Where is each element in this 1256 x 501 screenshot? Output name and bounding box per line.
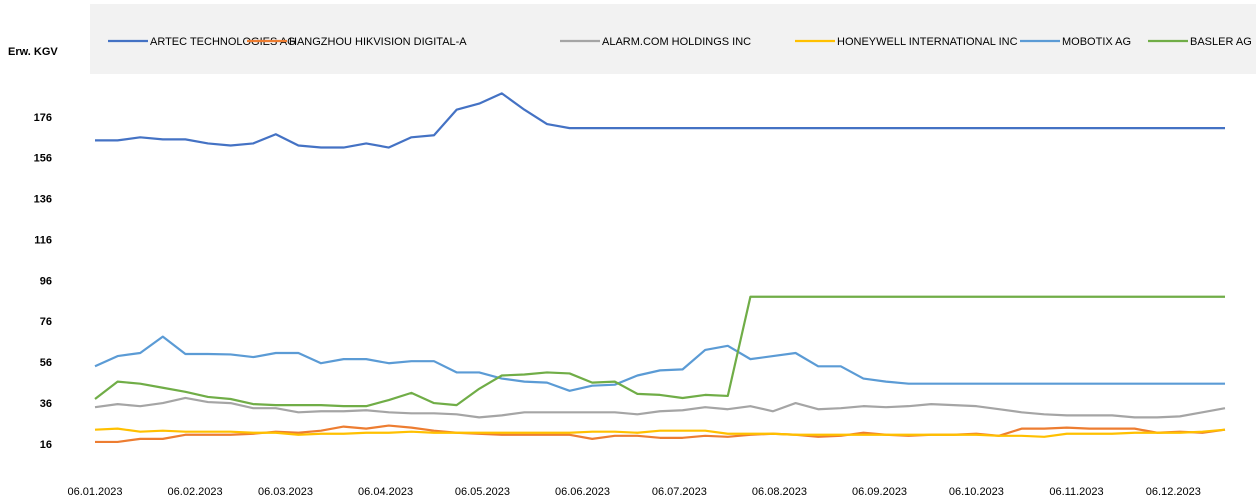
- series-line: [94, 427, 1226, 438]
- y-tick-label: 116: [34, 234, 52, 246]
- x-tick-label: 06.10.2023: [949, 486, 1004, 498]
- x-tick-label: 06.11.2023: [1049, 486, 1103, 498]
- x-tick-label: 06.03.2023: [258, 486, 313, 498]
- legend-label: HONEYWELL INTERNATIONAL INC: [837, 36, 1018, 48]
- x-tick-label: 06.05.2023: [455, 486, 510, 498]
- legend-label: HANGZHOU HIKVISION DIGITAL-A: [289, 36, 467, 48]
- y-tick-label: 156: [34, 153, 52, 165]
- x-tick-label: 06.06.2023: [555, 486, 610, 498]
- series-line: [95, 424, 1226, 444]
- legend-label: ALARM.COM HOLDINGS INC: [602, 36, 751, 48]
- series-line: [94, 335, 1225, 392]
- y-tick-label: 136: [34, 194, 52, 206]
- x-tick-label: 06.09.2023: [852, 486, 907, 498]
- y-tick-label: 16: [40, 439, 52, 451]
- y-axis-title: Erw. KGV: [8, 46, 58, 58]
- y-tick-label: 76: [40, 316, 52, 328]
- legend-band: [90, 4, 1256, 74]
- y-tick-label: 176: [34, 112, 52, 124]
- series-line: [94, 396, 1226, 419]
- y-tick-label: 96: [40, 275, 52, 287]
- x-tick-label: 06.04.2023: [358, 486, 413, 498]
- legend-label: BASLER AG: [1190, 36, 1252, 48]
- legend-label: ARTEC TECHNOLOGIES AG: [150, 36, 296, 48]
- y-tick-label: 36: [40, 398, 52, 410]
- series-line: [94, 295, 1225, 408]
- x-tick-label: 06.12.2023: [1146, 486, 1201, 498]
- x-tick-label: 06.07.2023: [652, 486, 707, 498]
- x-tick-label: 06.01.2023: [67, 486, 122, 498]
- y-tick-label: 56: [40, 357, 52, 369]
- legend-label: MOBOTIX AG: [1062, 36, 1131, 48]
- x-tick-label: 06.08.2023: [752, 486, 807, 498]
- series-line: [95, 92, 1225, 149]
- x-tick-label: 06.02.2023: [168, 486, 223, 498]
